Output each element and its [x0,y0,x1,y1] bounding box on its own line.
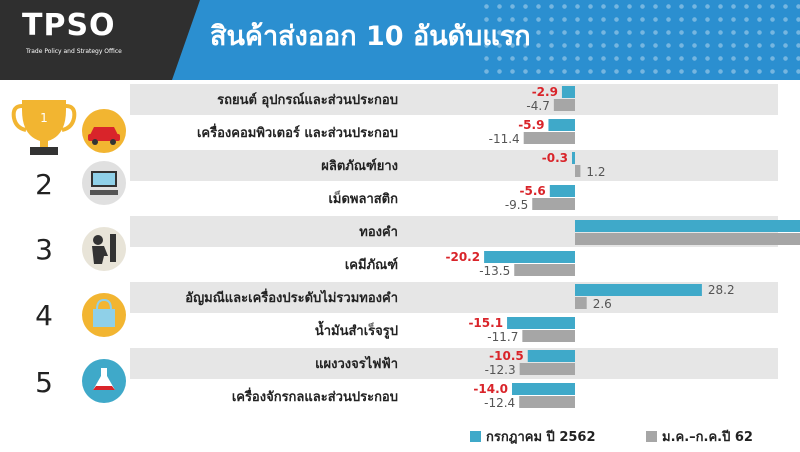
category-label: เครื่องจักรกลและส่วนประกอบ [232,387,398,405]
bar-series-b [514,264,575,276]
value-label-series-a: -0.3 [542,151,568,165]
value-label-series-a: -2.9 [532,85,558,99]
bar-series-a [561,86,575,98]
bar-series-a [572,152,575,164]
rank-icons: 1 [11,100,126,403]
rank-number: 4 [35,299,53,332]
category-labels: รถยนต์ อุปกรณ์และส่วนประกอบเครื่องคอมพิว… [185,92,398,405]
value-label-series-b: -4.7 [526,99,549,113]
svg-text:1: 1 [40,111,48,125]
category-label: เม็ดพลาสติก [328,189,398,207]
row-bands [130,84,778,379]
value-label-series-a: 28.2 [708,283,735,297]
value-label-series-b: 2.6 [593,297,612,311]
value-label-series-a: -10.5 [489,349,524,363]
value-label-series-a: -14.0 [473,382,508,396]
bar-series-a [575,220,800,232]
rank-number: 5 [35,366,53,399]
legend-swatch-series-b [646,431,657,442]
row-band [130,84,778,115]
rank-number: 2 [35,168,53,201]
value-label-series-b: -11.7 [487,330,518,344]
row-band [130,150,778,181]
header-banner: TPSO Trade Policy and Strategy Office สิ… [0,0,800,80]
row-band [130,348,778,379]
trophy-icon: 1 [11,100,77,155]
category-label: เคมีภัณฑ์ [345,257,398,273]
bar-series-b [522,330,575,342]
value-label-series-b: -13.5 [479,264,510,278]
bar-series-a [549,185,575,197]
value-label-series-b: -11.4 [489,132,520,146]
bar-series-b [575,165,581,177]
dot-pattern [480,0,800,80]
value-label-series-a: -5.9 [518,118,544,132]
bar-series-a [575,284,702,296]
value-label-series-a: -15.1 [468,316,503,330]
bar-series-a [548,119,575,131]
bar-series-a [484,251,575,263]
logo-subtitle: Trade Policy and Strategy Office [26,48,122,55]
logo-panel [0,0,200,80]
category-label: อัญมณีและเครื่องประดับไม่รวมทองคำ [185,288,398,306]
bars [484,86,800,408]
bar-series-b [519,396,575,408]
category-label: น้ำมันสำเร็จรูป [315,320,398,339]
bar-series-b [575,297,587,309]
category-label: แผงวงจรไฟฟ้า [315,355,398,372]
value-label-series-b: -12.4 [484,396,515,410]
category-label: ผลิตภัณฑ์ยาง [321,158,398,174]
value-label-series-b: -12.3 [485,363,516,377]
flask-icon [82,359,126,403]
value-label-series-b: -9.5 [505,198,528,212]
worker-icon [82,227,126,271]
value-label-series-b: 1.2 [586,165,605,179]
legend: กรกฎาคม ปี 2562 ม.ค.–ก.ค.ปี 62 [470,429,753,445]
computer-icon [82,161,126,205]
value-label-series-a: -20.2 [446,250,481,264]
bar-series-a [507,317,575,329]
bar-series-b [532,198,575,210]
bar-series-b [523,132,575,144]
value-label-series-a: -5.6 [520,184,546,198]
bar-series-a [527,350,575,362]
shopping-bag-icon [82,293,126,337]
legend-swatch-series-a [470,431,481,442]
page-title: สินค้าส่งออก 10 อันดับแรก [210,21,531,52]
bar-series-b [519,363,575,375]
bar-series-a [512,383,575,395]
category-label: รถยนต์ อุปกรณ์และส่วนประกอบ [217,92,398,108]
legend-label-series-a: กรกฎาคม ปี 2562 [486,429,596,445]
category-label: ทองคำ [359,224,398,240]
rank-numbers: 2 3 4 5 [35,168,53,399]
bar-series-b [553,99,575,111]
category-label: เครื่องคอมพิวเตอร์ และส่วนประกอบ [197,123,398,141]
legend-label-series-b: ม.ค.–ก.ค.ปี 62 [662,429,753,445]
tpso-logo: TPSO [22,8,116,43]
value-labels: -2.9-4.7 -5.9-11.4 -0.3 1.2 -5.6-9.5 -20.2-13… [446,85,735,410]
bar-series-b [575,233,800,245]
rank-number: 3 [35,233,53,266]
car-icon [82,109,126,153]
